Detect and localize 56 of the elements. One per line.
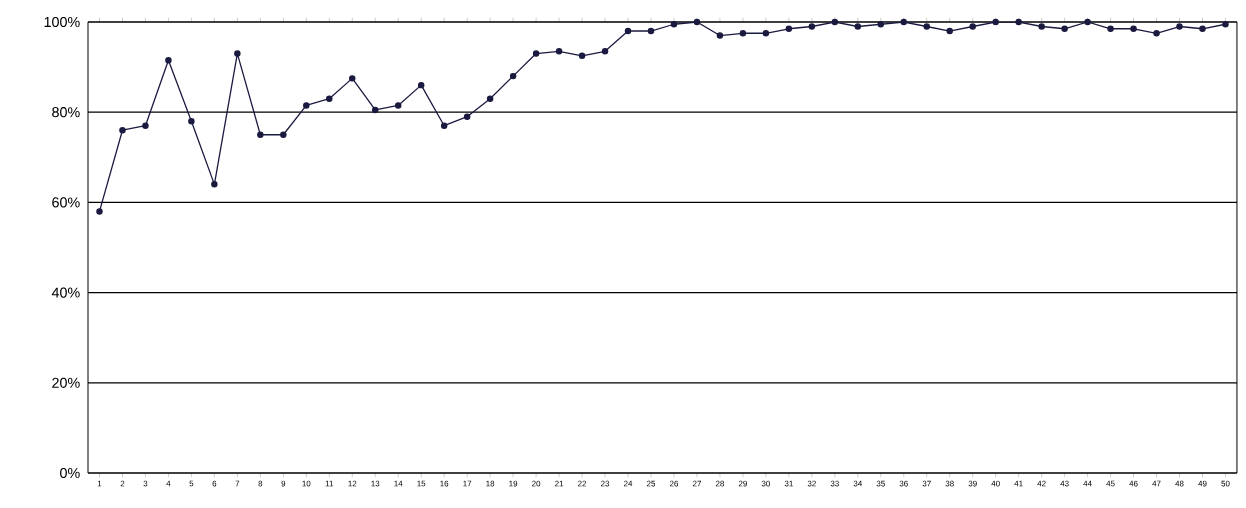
point (992, 18, 999, 26)
point (969, 23, 976, 30)
point (417, 81, 425, 89)
point (1176, 23, 1183, 30)
point (1107, 25, 1114, 32)
point (785, 25, 793, 32)
point (601, 48, 609, 55)
point (647, 27, 655, 35)
point (555, 48, 563, 55)
y-tick-label: 20% (52, 377, 80, 388)
point (716, 32, 724, 39)
point (670, 21, 678, 28)
point (1038, 23, 1045, 30)
y-tick-label: 100% (44, 16, 80, 28)
point (808, 23, 816, 30)
point (578, 52, 586, 60)
point (739, 30, 747, 37)
point (923, 23, 930, 30)
point (119, 126, 126, 134)
y-tick-label: 0% (60, 467, 80, 479)
point (234, 50, 241, 57)
point (946, 27, 953, 35)
point (372, 106, 379, 114)
point (188, 117, 195, 125)
point (762, 30, 770, 37)
point (96, 208, 103, 215)
point (303, 102, 310, 109)
point (693, 18, 701, 26)
point (1015, 18, 1022, 26)
point (257, 131, 264, 138)
point (509, 72, 517, 80)
point (1222, 21, 1229, 28)
y-tick-label: 40% (51, 287, 80, 298)
y-tick-label: 60% (52, 197, 80, 208)
point (877, 21, 885, 28)
point (1084, 18, 1091, 26)
point (326, 95, 333, 102)
point (624, 27, 632, 35)
point (394, 102, 402, 109)
point (900, 18, 908, 26)
point (1199, 25, 1206, 32)
point (349, 75, 356, 82)
point (1130, 25, 1137, 32)
point (532, 50, 540, 57)
point (280, 131, 287, 138)
point (463, 113, 471, 120)
point (1061, 25, 1068, 32)
point (165, 57, 172, 64)
point (440, 122, 448, 129)
point (854, 23, 862, 30)
point (831, 18, 839, 26)
point (142, 122, 149, 129)
point (211, 181, 218, 188)
point (486, 95, 494, 102)
point (1153, 30, 1160, 37)
y-tick-label: 80% (52, 107, 80, 118)
